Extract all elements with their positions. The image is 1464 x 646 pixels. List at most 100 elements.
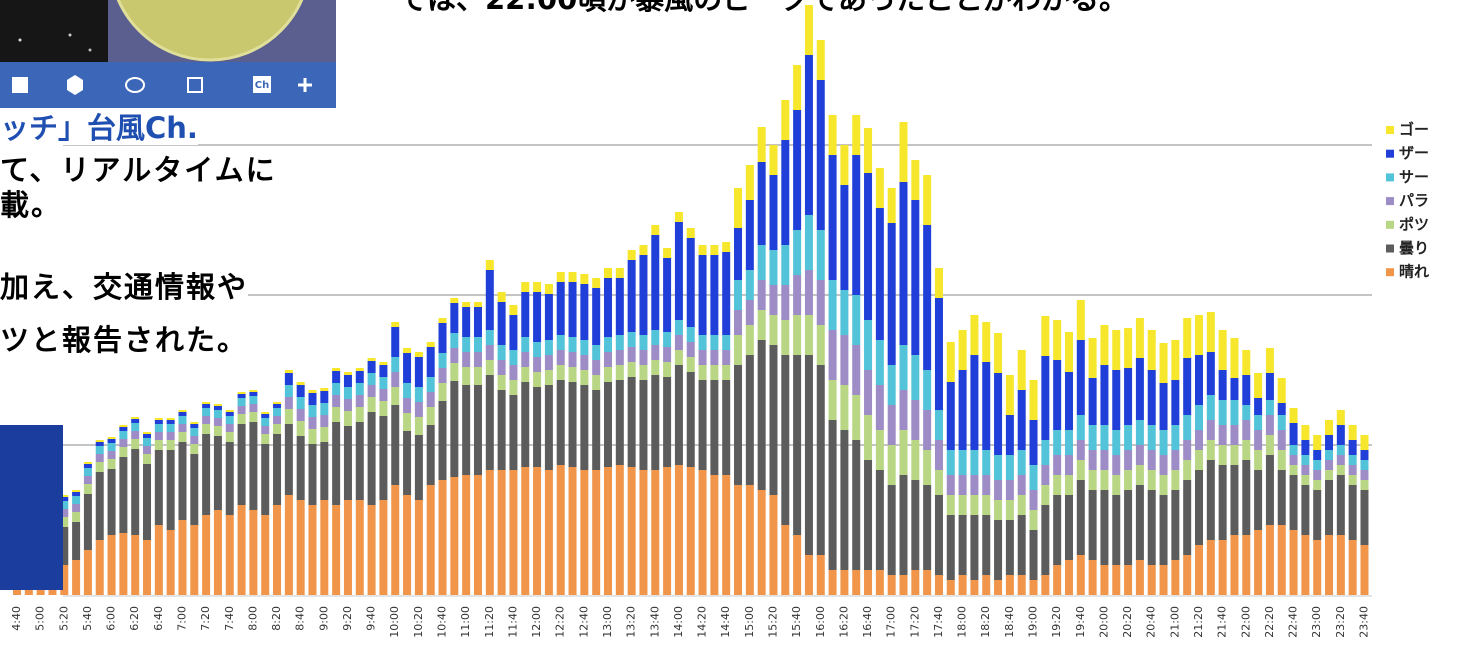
- bar-segment: [1100, 470, 1109, 490]
- bar-segment: [355, 368, 364, 371]
- typhoon-icon: [116, 0, 304, 62]
- bar-segment: [804, 270, 813, 315]
- legend-label: 曇り: [1399, 239, 1429, 257]
- bar-segment: [592, 390, 601, 470]
- icon[interactable]: [187, 77, 203, 93]
- bar-segment: [355, 422, 364, 500]
- bar-segment: [202, 424, 211, 434]
- bar-segment: [166, 420, 175, 424]
- bar-segment: [592, 360, 601, 375]
- x-tick-label: 12:20: [554, 606, 567, 638]
- bar-segment: [1254, 415, 1263, 430]
- bar-segment: [580, 370, 589, 385]
- bar-segment: [485, 345, 494, 360]
- bar-segment: [923, 450, 932, 485]
- bar-segment: [804, 315, 813, 355]
- bar-segment: [1206, 395, 1215, 420]
- legend-swatch: [1386, 197, 1394, 206]
- bar-segment: [1218, 400, 1227, 425]
- bar-segment: [284, 373, 293, 385]
- bar-segment: [1135, 420, 1144, 445]
- icon[interactable]: [298, 78, 312, 92]
- icon-label: Ch: [255, 80, 269, 91]
- bar-segment: [982, 475, 991, 495]
- bar-segment: [95, 440, 104, 442]
- bar-segment: [864, 415, 873, 460]
- icon[interactable]: [253, 76, 271, 93]
- bar-segment: [379, 401, 388, 416]
- bar-segment: [1005, 575, 1014, 595]
- bar-segment: [462, 337, 471, 352]
- bar-segment: [734, 188, 743, 228]
- bar-segment: [1053, 495, 1062, 565]
- bar-segment: [710, 380, 719, 475]
- bar-segment: [923, 225, 932, 370]
- bar-segment: [1183, 318, 1192, 358]
- bar-segment: [970, 475, 979, 495]
- bar-segment: [308, 444, 317, 505]
- bar-segment: [1289, 455, 1298, 465]
- x-tick-label: 17:00: [885, 606, 898, 638]
- bar-segment: [1277, 403, 1286, 415]
- bar-segment: [1348, 485, 1357, 540]
- x-tick-label: 22:00: [1239, 606, 1252, 638]
- x-tick-label: 15:20: [766, 606, 779, 638]
- bar-segment: [1313, 490, 1322, 540]
- bar-segment: [674, 320, 683, 335]
- bar-segment: [1336, 445, 1345, 455]
- bar-segment: [1360, 460, 1369, 470]
- bar-segment: [1325, 435, 1334, 450]
- bar-segment: [426, 407, 435, 425]
- bar-segment: [710, 475, 719, 595]
- bar-segment: [1171, 340, 1180, 380]
- bar-segment: [131, 439, 140, 449]
- bar-segment: [1029, 580, 1038, 595]
- bar-segment: [663, 377, 672, 467]
- bar-segment: [1147, 565, 1156, 595]
- bar-segment: [202, 404, 211, 408]
- bar-segment: [450, 477, 459, 595]
- x-tick-label: 17:40: [932, 606, 945, 638]
- bar-segment: [663, 467, 672, 595]
- legend-label: パラ: [1399, 192, 1429, 210]
- bar-segment: [793, 315, 802, 355]
- bar-segment: [462, 475, 471, 595]
- bar-segment: [1230, 400, 1239, 425]
- bar-segment: [544, 294, 553, 340]
- bar-segment: [769, 145, 778, 175]
- bar-segment: [864, 370, 873, 415]
- x-tick-label: 10:00: [388, 606, 401, 638]
- bar-segment: [190, 424, 199, 428]
- icon[interactable]: [67, 75, 83, 95]
- bar-segment: [722, 335, 731, 350]
- light: [88, 48, 92, 52]
- bar-segment: [627, 362, 636, 377]
- bar-segment: [864, 128, 873, 173]
- bar-segment: [497, 292, 506, 302]
- bar-segment: [497, 390, 506, 470]
- bar-segment: [72, 490, 81, 492]
- bar-segment: [958, 475, 967, 495]
- bar-segment: [934, 495, 943, 575]
- bar-segment: [1088, 470, 1097, 490]
- bar-segment: [391, 372, 400, 387]
- bar-segment: [970, 495, 979, 515]
- bar-segment: [580, 274, 589, 284]
- icon[interactable]: [125, 77, 145, 93]
- bar-segment: [1100, 450, 1109, 470]
- bar-segment: [83, 494, 92, 550]
- bar-segment: [816, 325, 825, 365]
- x-tick-label: 18:40: [1003, 606, 1016, 638]
- bar-segment: [639, 255, 648, 335]
- bar-segment: [911, 440, 920, 480]
- bar-segment: [757, 490, 766, 595]
- body-line: て、リアルタイムに: [0, 153, 277, 187]
- bar-segment: [473, 307, 482, 337]
- bar-segment: [1289, 445, 1298, 455]
- bar-segment: [450, 381, 459, 477]
- bar-segment: [911, 480, 920, 570]
- icon[interactable]: [12, 77, 28, 93]
- bar-segment: [734, 310, 743, 335]
- bar-segment: [663, 362, 672, 377]
- bar-segment: [615, 335, 624, 350]
